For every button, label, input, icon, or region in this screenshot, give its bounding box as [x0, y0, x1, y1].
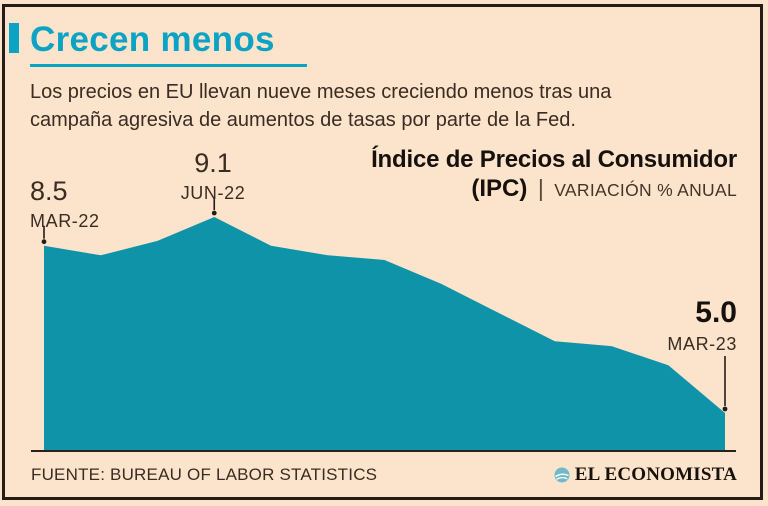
annotation-dot [211, 210, 217, 216]
annotation-mar22: 8.5 MAR-22 [30, 176, 100, 231]
frame-border [2, 4, 763, 500]
chart-title-separator: | [537, 175, 544, 201]
source-text: FUENTE: BUREAU OF LABOR STATISTICS [31, 465, 378, 484]
subtitle-line-2: campaña agresiva de aumentos de tasas po… [30, 108, 576, 131]
subtitle-line-1: Los precios en EU llevan nueve meses cre… [30, 81, 612, 103]
brand-name: EL ECONOMISTA [574, 464, 737, 485]
annotation-dot [41, 239, 47, 245]
annotation-jun22: 9.1 JUN-22 [180, 148, 246, 203]
title-accent-marker [9, 23, 19, 53]
x-axis-baseline [31, 450, 736, 452]
annotation-mar23: 5.0 MAR-23 [667, 296, 737, 354]
annotation-mar22-value: 8.5 [30, 176, 68, 206]
page-title: Crecen menos [30, 20, 275, 59]
chart-title-ipc: (IPC) [471, 175, 528, 202]
annotation-mar23-label: MAR-23 [667, 334, 737, 354]
chart-title-line-1: Índice de Precios al Consumidor [371, 146, 737, 173]
chart-title-units: VARIACIÓN % ANUAL [554, 180, 737, 200]
title-underline [30, 64, 307, 67]
chart-title: Índice de Precios al Consumidor (IPC) | … [371, 145, 737, 206]
annotation-mar22-label: MAR-22 [30, 211, 100, 231]
annotation-mar23-value: 5.0 [695, 296, 737, 329]
annotation-jun22-label: JUN-22 [180, 183, 246, 203]
subtitle: Los precios en EU llevan nueve meses cre… [30, 79, 611, 134]
brand-logo: EL ECONOMISTA [554, 464, 737, 486]
annotation-dot [722, 406, 728, 412]
globe-icon [554, 467, 570, 483]
cpi-area-series [44, 217, 725, 452]
chart-title-line-2: (IPC) | VARIACIÓN % ANUAL [371, 174, 737, 206]
annotation-jun22-value: 9.1 [194, 148, 232, 178]
